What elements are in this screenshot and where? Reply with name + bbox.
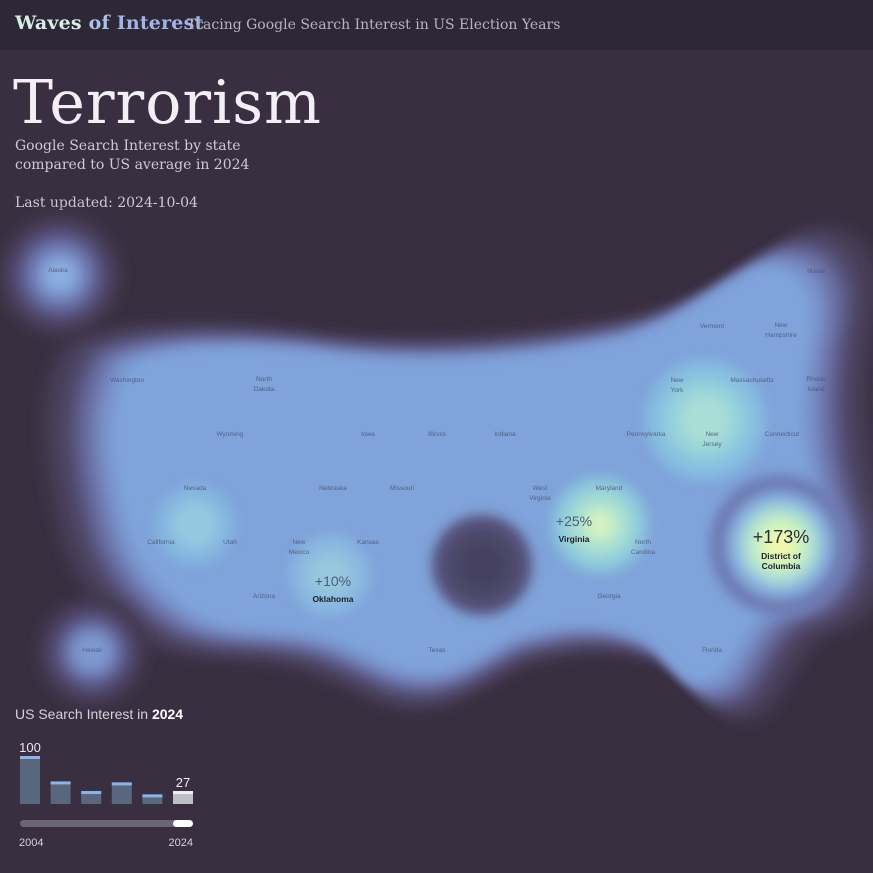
bar-2024 — [173, 791, 193, 804]
state-label: York — [671, 387, 685, 394]
bar-2008 — [50, 781, 71, 804]
contour-hotspot — [171, 501, 219, 549]
state-label: Virginia — [529, 495, 551, 502]
contour-band — [111, 266, 826, 683]
top-bar — [0, 0, 873, 50]
state-label: Texas — [429, 647, 447, 654]
state-label: Connecticut — [765, 431, 800, 438]
bar-cap — [50, 781, 71, 785]
state-label: Vermont — [700, 323, 724, 330]
bar-cap — [173, 791, 193, 795]
state-label: New — [292, 539, 305, 546]
state-label-layer: Alaska Hawaii Washington North Dakota Wyoming… — [48, 267, 826, 654]
state-label: Carolina — [631, 549, 656, 556]
state-value-label: +173% — [753, 527, 810, 547]
bar-chart-title: US Search Interest in 2024 — [15, 706, 183, 722]
contour-hotspot — [308, 553, 352, 597]
topic-description: Google Search Interest by state compared… — [15, 137, 275, 175]
bar-chart-title-year: 2024 — [151, 706, 184, 722]
contour-layer — [0, 213, 873, 723]
state-label: Oklahoma — [312, 594, 353, 604]
state-label: Indiana — [494, 431, 516, 438]
bar-2004 — [20, 756, 40, 804]
state-label: North — [635, 539, 651, 546]
description-line-1: Google Search Interest by state — [15, 138, 241, 154]
state-label: Virginia — [558, 534, 589, 544]
bar-2016 — [111, 782, 132, 804]
slider-start-label: 2004 — [19, 837, 43, 849]
state-label: Florida — [702, 647, 722, 654]
state-label: Georgia — [597, 593, 621, 600]
state-label: Island — [807, 386, 825, 393]
state-label: Maine — [807, 268, 825, 275]
state-label: Columbia — [762, 561, 801, 571]
state-label: Rhode — [806, 376, 826, 383]
description-line-2: compared to US average in 2024 — [15, 157, 250, 173]
state-value-label: +10% — [315, 573, 351, 589]
state-label: Utah — [223, 539, 237, 546]
contour-hotspot — [460, 543, 504, 587]
yearly-bar-chart: 100 27 2004 2024 — [19, 740, 193, 849]
site-brand[interactable]: Waves of Interest — [15, 12, 203, 34]
year-slider-track[interactable] — [20, 820, 193, 827]
bar-cap — [20, 756, 40, 759]
state-label: Hampshire — [765, 332, 797, 339]
bar-chart-title-text: US Search Interest in — [15, 706, 149, 722]
state-label: Kansas — [357, 539, 379, 546]
contour-hotspot — [46, 261, 74, 289]
state-label: Dakota — [254, 386, 275, 393]
state-label: District of — [761, 551, 801, 561]
contour-hotspot — [772, 537, 788, 553]
year-slider-handle[interactable] — [173, 820, 193, 827]
state-label: Pennsylvania — [627, 431, 666, 438]
state-label: New — [774, 322, 787, 329]
state-label: Hawaii — [82, 647, 102, 654]
state-label: Jersey — [702, 441, 722, 448]
bar-cap — [111, 782, 132, 786]
state-label: California — [147, 539, 175, 546]
bar-value-label-last: 27 — [176, 775, 190, 790]
state-label: North — [256, 376, 272, 383]
bar-cap — [81, 791, 102, 795]
state-label: Mexico — [289, 549, 310, 556]
slider-end-label: 2024 — [169, 837, 193, 849]
state-label: New — [670, 377, 683, 384]
site-tagline: Tracing Google Search Interest in US Ele… — [187, 17, 561, 33]
contour-hotspot — [679, 394, 731, 446]
bar-2012 — [81, 791, 102, 804]
bar-2020 — [142, 794, 163, 804]
state-label: Massachusetts — [730, 377, 774, 384]
state-label: Washington — [110, 377, 144, 384]
state-label: West — [533, 485, 548, 492]
brand-word-waves: Waves — [15, 12, 82, 34]
state-label: Nebraska — [319, 485, 347, 492]
topic-title: Terrorism — [13, 68, 322, 138]
contour-hotspot — [590, 515, 610, 535]
state-label: Alaska — [48, 267, 68, 274]
state-value-label: +25% — [556, 513, 592, 529]
state-label: Missouri — [390, 485, 414, 492]
last-updated: Last updated: 2024-10-04 — [15, 195, 198, 211]
state-label: Nevada — [184, 485, 207, 492]
brand-word-of: of — [88, 12, 110, 34]
state-label: Wyoming — [216, 431, 243, 438]
state-label: Illinois — [428, 431, 447, 438]
state-label: New — [705, 431, 718, 438]
bar-value-label-first: 100 — [19, 740, 41, 755]
brand-word-interest: Interest — [116, 12, 204, 34]
state-label: Maryland — [596, 485, 623, 492]
contour-hotspot — [72, 632, 112, 672]
bar-cap — [142, 794, 163, 798]
state-label: Iowa — [361, 431, 375, 438]
state-label: Arizona — [253, 593, 275, 600]
